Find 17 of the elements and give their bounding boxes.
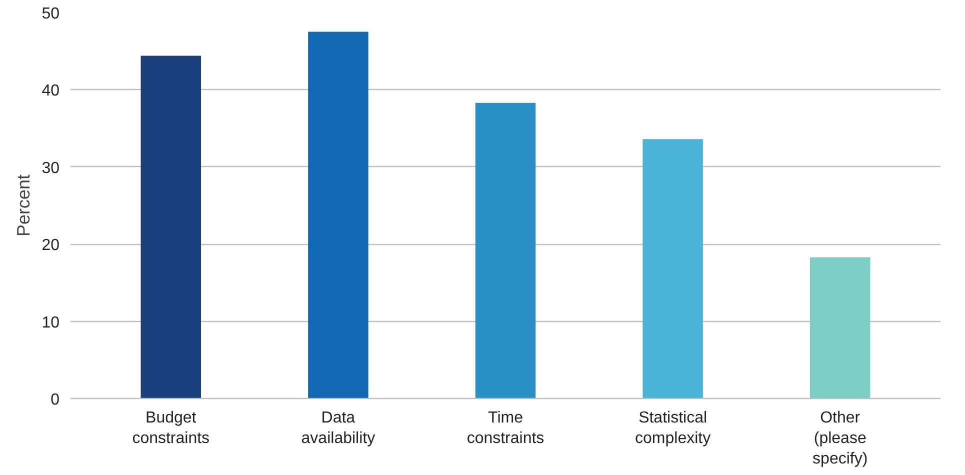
- y-tick-label: 10: [42, 314, 60, 332]
- x-tick-label: Time constraints: [466, 410, 544, 447]
- y-tick-label: 20: [42, 237, 60, 254]
- bar: [475, 102, 536, 398]
- bar: [642, 139, 703, 398]
- bar: [810, 257, 870, 398]
- x-tick-label: Data availability: [301, 410, 376, 447]
- y-tick-label: 30: [42, 160, 60, 177]
- y-tick-label: 50: [42, 6, 60, 22]
- y-tick-label: 0: [50, 392, 60, 408]
- y-tick-label: 40: [42, 82, 60, 100]
- x-tick-label: Budget constraints: [132, 410, 210, 447]
- x-tick-label: Statistical complexity: [635, 410, 711, 447]
- y-axis-title: Percent: [14, 174, 34, 237]
- x-tick-label: Other (please specify): [812, 410, 868, 468]
- bar: [140, 56, 201, 398]
- bar: [308, 32, 368, 398]
